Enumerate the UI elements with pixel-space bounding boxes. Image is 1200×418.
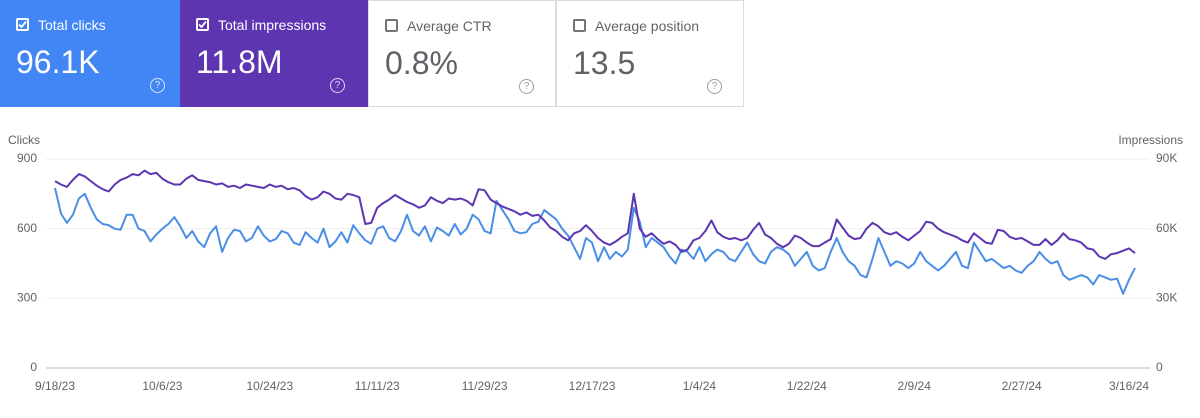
y-tick-label: 300	[17, 291, 37, 305]
metric-label: Average CTR	[407, 18, 492, 34]
metric-card[interactable]: Average position 13.5?	[556, 0, 744, 107]
help-icon[interactable]: ?	[150, 78, 165, 93]
metric-card[interactable]: Average CTR 0.8%?	[368, 0, 556, 107]
x-tick-label: 1/22/24	[787, 379, 827, 393]
y2-tick-label: 90K	[1156, 151, 1177, 165]
x-tick-label: 2/9/24	[898, 379, 932, 393]
checkbox[interactable]	[385, 19, 398, 32]
x-tick-label: 1/4/24	[683, 379, 717, 393]
y-tick-label: 600	[17, 221, 37, 235]
checkbox[interactable]	[16, 18, 29, 31]
metric-label: Total clicks	[38, 17, 106, 33]
x-tick-label: 11/29/23	[462, 379, 508, 393]
checkbox[interactable]	[573, 19, 586, 32]
x-tick-label: 2/27/24	[1002, 379, 1042, 393]
x-tick-label: 11/11/23	[355, 379, 400, 393]
x-tick-label: 9/18/23	[35, 379, 75, 393]
metric-label: Average position	[595, 18, 700, 34]
metric-value: 11.8M	[196, 44, 283, 80]
check-path	[18, 20, 27, 29]
metric-value: 96.1K	[16, 44, 100, 80]
help-icon[interactable]: ?	[707, 79, 722, 94]
x-tick-label: 12/17/23	[569, 379, 616, 393]
y2-axis-title: Impressions	[1118, 133, 1183, 147]
series-line	[54, 169, 1136, 260]
y2-tick-label: 30K	[1156, 291, 1177, 305]
check-mark	[18, 20, 27, 29]
y-tick-label: 0	[30, 360, 37, 374]
y2-tick-label: 0	[1156, 360, 1163, 374]
series-line	[54, 187, 1136, 295]
x-tick-label: 3/16/24	[1109, 379, 1149, 393]
x-tick-label: 10/6/23	[142, 379, 182, 393]
help-icon[interactable]: ?	[519, 79, 534, 94]
metric-label: Total impressions	[218, 17, 327, 33]
check-path	[198, 20, 207, 29]
metric-card[interactable]: Total clicks 96.1K?	[0, 0, 180, 107]
check-mark	[198, 20, 207, 29]
x-tick-label: 10/24/23	[246, 379, 293, 393]
y-tick-label: 900	[17, 151, 37, 165]
y-axis-title: Clicks	[8, 133, 40, 147]
y2-tick-label: 60K	[1156, 221, 1177, 235]
help-icon[interactable]: ?	[330, 78, 345, 93]
metric-value: 0.8%	[385, 45, 458, 81]
metric-value: 13.5	[573, 45, 636, 81]
checkbox[interactable]	[196, 18, 209, 31]
metric-card[interactable]: Total impressions 11.8M?	[180, 0, 368, 107]
